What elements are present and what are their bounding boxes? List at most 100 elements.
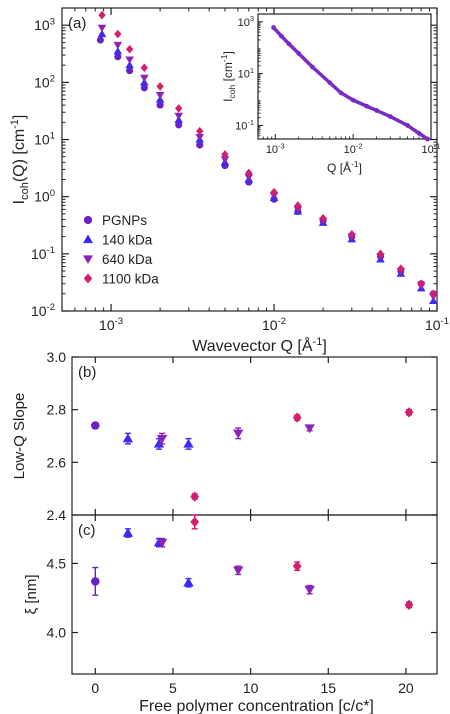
x-axis-label: Wavevector Q [Å-1]: [192, 336, 327, 355]
y-axis-label-sup: -1: [9, 119, 21, 129]
inset-background: [258, 14, 431, 139]
data-point: [183, 438, 194, 448]
data-point: [156, 434, 168, 444]
data-point: [114, 29, 122, 39]
inset-y-tick-label-base: 10: [238, 17, 250, 29]
inset-y-tick-label-base: 10: [238, 69, 250, 81]
inset-data-point: [364, 103, 370, 109]
data-point: [114, 53, 122, 61]
inset-x-tick-label-base: 10: [344, 144, 356, 156]
series-1100-kda: [98, 10, 438, 299]
panel-c-frame: [71, 514, 438, 675]
inset-x-axis-label-close: ]: [359, 161, 362, 175]
data-point: [404, 407, 414, 418]
data-point: [319, 213, 327, 223]
inset-y-axis-label: Icoh [cm-1]: [219, 51, 237, 102]
x-tick-label: 5: [169, 680, 177, 696]
data-point: [140, 84, 148, 92]
data-point: [294, 201, 302, 210]
data-point: [397, 264, 405, 273]
inset-y-axis-label-pre: I: [221, 98, 235, 101]
y-tick-label-base: 10: [31, 303, 47, 319]
inset-y-axis-label-mid: [cm: [221, 62, 235, 85]
panel-c-chart: 4.0 4.5 (c) ξ [nm] 0 5 10 15 20 Free polymer conc…: [23, 514, 438, 714]
panel-label-b: (b): [78, 364, 96, 381]
legend-marker: [83, 215, 93, 225]
x-axis-label: Free polymer concentration [c/c*]: [139, 698, 374, 714]
y-tick-label-base: 10: [34, 74, 50, 90]
inset-data-point: [387, 114, 393, 119]
y-tick-label: 10-1: [31, 245, 55, 262]
data-point: [245, 168, 253, 178]
inset-x-tick-label-exp: -2: [356, 141, 363, 150]
data-point: [220, 156, 230, 164]
x-tick-label: 15: [320, 680, 336, 696]
data-point: [156, 538, 168, 548]
y-tick-label: 103: [34, 16, 55, 33]
data-point: [232, 429, 244, 439]
legend-marker: [83, 273, 93, 284]
data-point: [153, 438, 165, 448]
inset-x-tick-label-exp: -1: [434, 141, 441, 150]
data-point: [113, 46, 123, 55]
inset-x-tick-label-exp: -3: [278, 141, 285, 150]
data-point: [348, 229, 356, 239]
inset-data-point: [416, 130, 422, 136]
x-tick-label: 10-2: [262, 316, 286, 333]
legend-marker: [83, 234, 93, 244]
y-axis-label-pre: I: [11, 200, 28, 204]
inset-x-tick-label-base: 10: [266, 144, 278, 156]
x-tick-label-base: 10: [262, 317, 278, 333]
inset-y-tick-label-exp: 3: [250, 14, 254, 23]
data-point: [97, 24, 107, 33]
inset-y-axis-label-sub: coh: [227, 84, 237, 98]
inset-data-point: [374, 108, 379, 113]
data-point: [174, 112, 183, 121]
legend-label: 640 kDa: [102, 252, 153, 267]
data-point: [429, 289, 438, 299]
data-point: [140, 74, 149, 83]
series-640-kda: [156, 424, 315, 445]
series-pgnps: [91, 566, 100, 596]
inset-y-tick-label: 10-1: [235, 118, 254, 133]
x-axis-label-main: Wavevector Q [Å: [192, 336, 313, 355]
x-tick-label: 10-1: [425, 316, 449, 333]
inset-x-tick-label-base: 10: [422, 144, 434, 156]
x-tick-label: 20: [398, 680, 414, 696]
data-point: [155, 91, 165, 100]
series-1100-kda: [190, 514, 414, 611]
y-axis-label: Low-Q Slope: [11, 393, 28, 480]
data-point: [190, 516, 200, 528]
data-point: [304, 585, 315, 595]
y-tick-label-exp: 2: [50, 73, 55, 84]
data-point: [125, 56, 134, 64]
y-tick-label: 2.6: [47, 454, 67, 470]
inset-data-point: [286, 41, 292, 47]
inset-y-tick-label-exp: -1: [247, 118, 254, 127]
data-point: [122, 527, 134, 537]
y-tick-label-exp: 3: [50, 16, 55, 27]
data-point: [304, 424, 315, 434]
inset-data-point: [338, 90, 344, 96]
inset-x-axis-label-main: Q [Å: [327, 160, 351, 175]
y-tick-label: 100: [34, 188, 55, 205]
inset-y-tick-label-base: 10: [235, 120, 247, 132]
x-tick-label-base: 10: [425, 317, 441, 333]
y-tick-label: 10-2: [31, 302, 55, 319]
y-axis-label-mid: (Q) [cm: [11, 129, 28, 182]
y-tick-label: 2.8: [47, 402, 67, 418]
data-point: [175, 121, 183, 129]
y-tick-label-base: 10: [34, 17, 50, 33]
data-point: [91, 577, 100, 586]
y-tick-label: 4.0: [47, 625, 67, 641]
y-tick-label-exp: -1: [47, 245, 55, 256]
data-point: [183, 577, 194, 587]
inset-data-point: [271, 25, 276, 30]
data-point: [126, 67, 134, 75]
x-tick-label-base: 10: [99, 317, 115, 333]
inset-data-point: [350, 97, 356, 103]
data-point: [292, 412, 302, 423]
inset-data-point: [279, 33, 284, 39]
